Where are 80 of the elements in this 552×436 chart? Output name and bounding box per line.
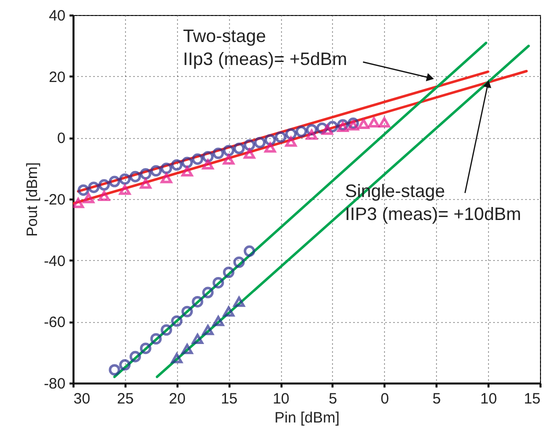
x-tick-label: 10: [480, 390, 497, 408]
x-tick-label: 5: [432, 390, 441, 408]
point: [212, 316, 224, 326]
point: [244, 139, 256, 151]
point: [222, 144, 234, 156]
point: [171, 315, 182, 327]
x-axis-title: Pin [dBm]: [274, 410, 340, 426]
point: [285, 136, 297, 147]
point: [160, 324, 172, 336]
y-tick-label: 40: [48, 8, 66, 24]
point: [202, 324, 214, 336]
point: [233, 296, 245, 307]
point: [181, 156, 193, 168]
x-tick-label: 30: [74, 390, 90, 408]
point: [202, 286, 214, 298]
point: [202, 150, 214, 162]
annotation: Two-stage IIp3 (meas)= +5dBm: [183, 26, 348, 69]
point: [264, 142, 276, 153]
x-tick-label: 10: [272, 390, 290, 408]
point: [82, 192, 94, 204]
point: [140, 342, 152, 354]
point: [222, 154, 234, 165]
point: [358, 118, 370, 129]
point: [254, 136, 266, 148]
y-tick-label: 0: [57, 130, 66, 148]
point: [222, 266, 234, 278]
x-tick-label: 5: [328, 390, 338, 408]
point: [119, 359, 131, 371]
point: [98, 179, 110, 191]
point: [171, 159, 182, 171]
point: [202, 159, 214, 170]
point: [233, 142, 245, 154]
point: [244, 245, 256, 257]
point: [337, 122, 349, 132]
point: [140, 168, 152, 180]
point: [78, 184, 90, 196]
point: [192, 153, 204, 165]
point: [368, 117, 380, 128]
point: [212, 277, 224, 288]
point: [192, 334, 204, 344]
point: [88, 182, 100, 194]
point: [73, 198, 84, 208]
point: [244, 148, 256, 159]
point: [347, 120, 359, 131]
point: [322, 124, 333, 135]
point: [119, 173, 131, 185]
y-axis-title: Pout [dBm]: [24, 162, 41, 237]
y-tick-label: -40: [44, 252, 66, 270]
x-tick-label: 25: [117, 390, 134, 408]
point: [222, 306, 234, 317]
point: [181, 344, 193, 354]
point: [192, 296, 204, 308]
y-tick-label: -20: [44, 192, 66, 208]
point: [212, 148, 224, 160]
point: [181, 166, 193, 177]
point: [150, 333, 162, 345]
x-tick-label: 15: [220, 390, 238, 408]
point: [181, 306, 193, 318]
point: [160, 173, 172, 184]
x-tick-label: 0: [380, 390, 390, 408]
point: [171, 353, 182, 364]
point: [108, 176, 120, 188]
x-tick-label: 20: [168, 390, 186, 408]
point: [108, 364, 120, 376]
point: [378, 117, 390, 128]
point: [130, 350, 141, 362]
point: [119, 184, 131, 195]
y-tick-label: -60: [44, 314, 66, 332]
x-tick-label: 15: [524, 390, 540, 408]
point: [296, 126, 308, 138]
point: [130, 170, 141, 182]
point: [98, 190, 110, 202]
y-tick-label: 20: [48, 68, 66, 86]
point: [160, 162, 172, 174]
point: [274, 131, 286, 143]
point: [233, 256, 245, 268]
point: [150, 165, 162, 176]
point: [140, 178, 152, 189]
y-tick-label: -80: [44, 376, 66, 392]
point: [306, 129, 318, 140]
